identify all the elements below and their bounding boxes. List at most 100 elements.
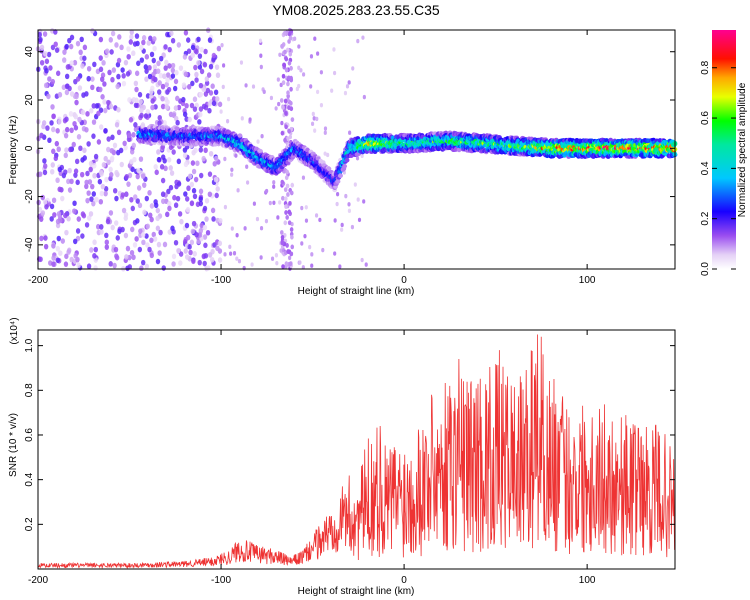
noise-mark [165, 211, 170, 218]
noise-mark [42, 199, 48, 205]
noise-mark [201, 86, 206, 92]
noise-mark [127, 97, 132, 103]
noise-mark [114, 121, 120, 128]
noise-mark [94, 196, 99, 203]
spike-mark [287, 128, 291, 134]
noise-mark [207, 100, 212, 107]
noise-mark [174, 69, 179, 76]
noise-mark [54, 47, 60, 53]
noise-mark [183, 71, 189, 78]
noise-mark [142, 209, 147, 216]
noise-mark [84, 127, 89, 133]
noise-mark [129, 148, 135, 155]
noise-mark [130, 205, 135, 212]
sparse-noise-mark [235, 256, 239, 261]
noise-mark [130, 226, 135, 233]
noise-mark [99, 190, 104, 197]
noise-mark [149, 216, 154, 223]
noise-mark [183, 248, 188, 254]
noise-mark [144, 76, 149, 82]
noise-mark [77, 85, 83, 91]
noise-mark [207, 191, 213, 198]
noise-mark [164, 81, 169, 88]
sparse-noise-mark [223, 204, 228, 210]
noise-mark [211, 216, 216, 222]
noise-mark [76, 134, 82, 140]
noise-mark [120, 192, 125, 198]
noise-mark [214, 192, 219, 199]
noise-mark [102, 99, 107, 105]
noise-mark [43, 82, 49, 89]
noise-mark [46, 51, 52, 58]
noise-mark [185, 234, 191, 241]
noise-mark [114, 169, 119, 176]
spike-mark [288, 51, 293, 57]
spike-mark [284, 124, 288, 130]
sparse-noise-mark [323, 126, 328, 131]
spectrogram-frame [37, 29, 676, 270]
noise-mark [80, 211, 86, 217]
noise-mark [161, 265, 166, 271]
noise-mark [107, 69, 112, 76]
noise-mark [204, 80, 210, 86]
noise-mark [213, 89, 219, 96]
noise-mark [100, 183, 106, 190]
noise-mark [74, 158, 80, 165]
sparse-noise-mark [311, 111, 315, 117]
sparse-noise-mark [316, 89, 320, 95]
snr-ytick-label: 1.0 [24, 338, 35, 352]
noise-mark [133, 102, 139, 109]
noise-mark [121, 80, 127, 87]
noise-mark [64, 147, 69, 153]
sparse-noise-mark [251, 84, 256, 89]
spectrogram-ytick-label: 40 [24, 46, 35, 58]
noise-mark [162, 73, 167, 80]
sparse-noise-mark [347, 80, 351, 85]
spike-mark [285, 243, 289, 248]
spike-mark [286, 249, 290, 254]
snr-xtick-label: -200 [28, 575, 48, 586]
noise-mark [152, 36, 157, 42]
noise-mark [155, 207, 160, 214]
noise-mark [203, 252, 209, 259]
noise-mark [154, 202, 159, 209]
spike-mark [283, 49, 287, 55]
noise-mark [149, 237, 154, 244]
noise-mark [158, 55, 164, 62]
sparse-noise-mark [259, 53, 263, 58]
noise-mark [137, 91, 143, 98]
noise-mark [160, 144, 166, 150]
noise-mark [152, 64, 158, 70]
noise-mark [51, 255, 56, 261]
noise-mark [69, 60, 74, 66]
noise-mark [112, 142, 118, 149]
noise-mark [203, 242, 208, 249]
sparse-noise-mark [255, 216, 260, 222]
sparse-noise-mark [227, 96, 231, 102]
noise-mark [108, 261, 113, 267]
spike-mark [281, 195, 285, 201]
noise-mark [167, 205, 172, 212]
noise-mark [42, 31, 48, 37]
noise-mark [60, 195, 65, 202]
sparse-noise-mark [235, 233, 239, 238]
noise-mark [170, 67, 176, 74]
sparse-noise-mark [323, 151, 327, 156]
noise-mark [69, 178, 74, 185]
noise-mark [104, 232, 109, 239]
figure-title: YM08.2025.283.23.55.C35 [272, 2, 440, 18]
sparse-noise-mark [228, 244, 232, 250]
noise-mark [160, 83, 166, 90]
sparse-noise-mark [314, 213, 319, 218]
noise-mark [123, 232, 129, 239]
sparse-noise-mark [222, 63, 226, 68]
noise-mark [207, 37, 213, 43]
noise-mark [135, 173, 140, 180]
spike-mark [280, 43, 284, 49]
noise-mark [209, 256, 215, 263]
noise-mark [141, 35, 147, 41]
sparse-noise-mark [221, 84, 225, 90]
noise-mark [129, 34, 134, 40]
noise-mark [123, 59, 129, 66]
noise-mark [131, 142, 137, 149]
